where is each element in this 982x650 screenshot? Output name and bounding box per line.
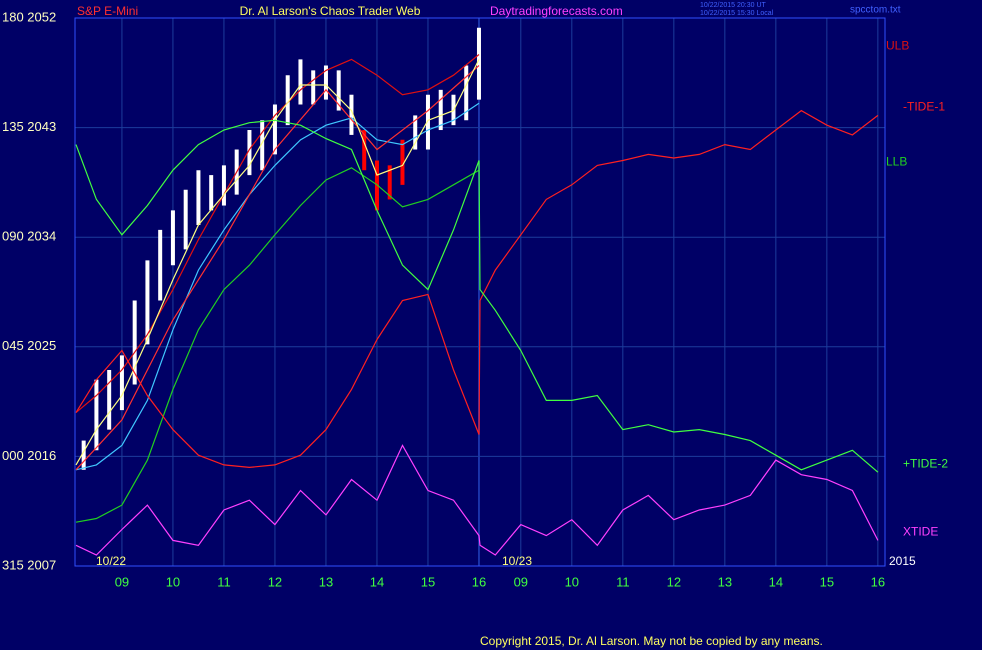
timestamp: 10/22/2015 15:30 Local xyxy=(700,10,774,17)
x-tick-label: 13 xyxy=(718,574,732,589)
series-line xyxy=(75,444,879,556)
y-tick-label: 045 2025 xyxy=(2,338,56,353)
x-tick-label: 16 xyxy=(472,574,486,589)
series-line xyxy=(75,167,480,523)
series-line xyxy=(75,109,879,469)
x-tick-label: 12 xyxy=(667,574,681,589)
x-tick-label: 14 xyxy=(370,574,384,589)
file-name: spcctom.txt xyxy=(850,5,901,16)
x-tick-label: 15 xyxy=(421,574,435,589)
x-tick-label: 09 xyxy=(514,574,528,589)
series-line xyxy=(75,119,879,473)
copyright: Copyright 2015, Dr. Al Larson. May not b… xyxy=(480,634,823,648)
x-tick-label: 14 xyxy=(769,574,783,589)
x-tick-label: 10 xyxy=(565,574,579,589)
date-label: 10/23 xyxy=(502,554,532,568)
y-tick-label: 090 2034 xyxy=(2,229,56,244)
series-line xyxy=(75,102,480,471)
y-tick-label: 180 2052 xyxy=(2,9,56,24)
x-tick-label: 16 xyxy=(871,574,885,589)
x-tick-label: 10 xyxy=(166,574,180,589)
timestamp: 10/22/2015 20:30 UT xyxy=(700,2,766,9)
website: Daytradingforecasts.com xyxy=(490,4,623,18)
x-tick-label: 12 xyxy=(268,574,282,589)
series-label: ULB xyxy=(886,39,909,53)
x-tick-label: 13 xyxy=(319,574,333,589)
plot xyxy=(75,27,879,556)
y-tick-label: 315 2007 xyxy=(2,557,56,572)
series-line xyxy=(75,65,480,471)
x-tick-label: 11 xyxy=(217,574,231,589)
grid xyxy=(75,17,885,567)
x-tick-label: 11 xyxy=(616,574,630,589)
plot-border xyxy=(74,17,886,567)
series-label: -TIDE-1 xyxy=(903,100,945,114)
x-tick-label: 15 xyxy=(820,574,834,589)
y-tick-label: 000 2016 xyxy=(2,448,56,463)
y-tick-label: 135 2043 xyxy=(2,119,56,134)
symbol: S&P E-Mini xyxy=(77,4,138,18)
series-label: LLB xyxy=(886,154,907,168)
series-label: +TIDE-2 xyxy=(903,456,948,470)
series-label: XTIDE xyxy=(903,525,938,539)
chart-title: Dr. Al Larson's Chaos Trader Web xyxy=(240,4,421,18)
date-label: 10/22 xyxy=(96,554,126,568)
x-tick-label: 09 xyxy=(115,574,129,589)
year-label: 2015 xyxy=(889,554,916,568)
series-line xyxy=(75,54,480,414)
